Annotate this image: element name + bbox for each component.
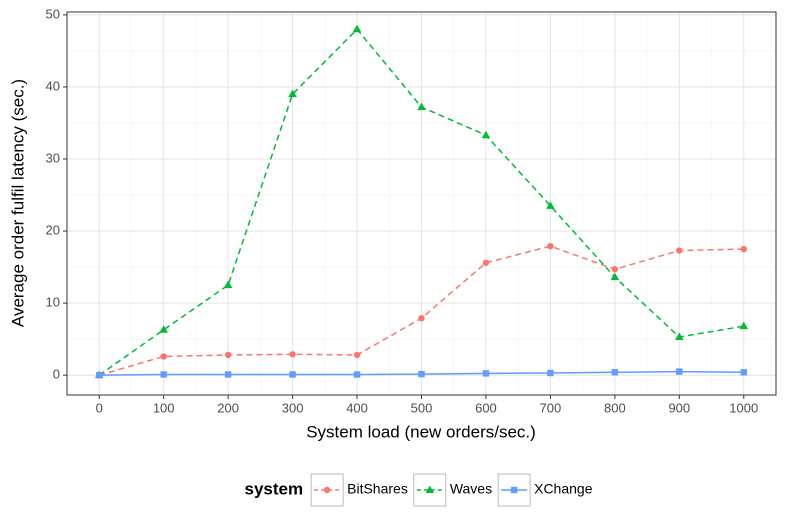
legend-marker xyxy=(323,486,331,494)
point xyxy=(160,353,167,360)
panel-border xyxy=(66,11,777,396)
legend-label: Waves xyxy=(450,481,492,497)
point xyxy=(482,370,490,377)
legend-marker xyxy=(510,486,518,494)
x-tick-label: 200 xyxy=(217,400,239,415)
point xyxy=(546,201,555,209)
legend-title: system xyxy=(245,479,304,498)
point xyxy=(740,369,747,376)
point xyxy=(353,351,361,359)
x-tick-label: 800 xyxy=(604,400,626,415)
legend: system BitShares Waves XChange xyxy=(245,473,593,507)
point xyxy=(288,89,297,98)
point xyxy=(676,368,683,375)
point xyxy=(289,371,296,378)
point xyxy=(417,102,426,111)
y-axis-title: Average order fulfil latency (sec.) xyxy=(8,79,27,327)
y-tick-label: 20 xyxy=(46,223,60,238)
x-tick-label: 600 xyxy=(475,400,497,415)
y-tick-label: 0 xyxy=(53,367,60,382)
point xyxy=(418,370,425,378)
point xyxy=(224,351,232,359)
point xyxy=(611,266,619,273)
point xyxy=(352,24,362,33)
x-tick-label: 900 xyxy=(668,400,690,415)
legend-label: BitShares xyxy=(347,481,408,497)
point xyxy=(353,371,361,378)
x-tick-label: 400 xyxy=(346,400,368,415)
point xyxy=(740,245,747,253)
point xyxy=(289,351,296,358)
legend-label: XChange xyxy=(534,481,593,497)
x-tick-label: 1000 xyxy=(729,400,758,415)
y-tick-label: 40 xyxy=(46,78,60,93)
point xyxy=(160,371,167,378)
x-tick-label: 700 xyxy=(540,400,562,415)
point xyxy=(224,371,232,378)
y-tick-label: 30 xyxy=(46,150,60,165)
x-tick-label: 300 xyxy=(282,400,304,415)
x-tick-label: 0 xyxy=(96,400,103,415)
y-tick-label: 10 xyxy=(46,295,60,310)
legend-marker xyxy=(425,485,435,493)
point xyxy=(611,369,619,376)
y-tick-label: 50 xyxy=(46,6,60,21)
point xyxy=(418,315,425,322)
x-axis-title: System load (new orders/sec.) xyxy=(306,422,536,441)
point xyxy=(547,242,554,250)
x-tick-label: 100 xyxy=(153,400,175,415)
point xyxy=(739,321,749,330)
point xyxy=(223,280,233,289)
point xyxy=(96,371,103,379)
point xyxy=(675,332,684,340)
x-tick-label: 500 xyxy=(411,400,433,415)
point xyxy=(159,325,168,333)
point xyxy=(676,247,683,254)
point xyxy=(482,259,490,266)
point xyxy=(481,130,491,139)
point xyxy=(610,272,620,281)
point xyxy=(547,369,554,377)
